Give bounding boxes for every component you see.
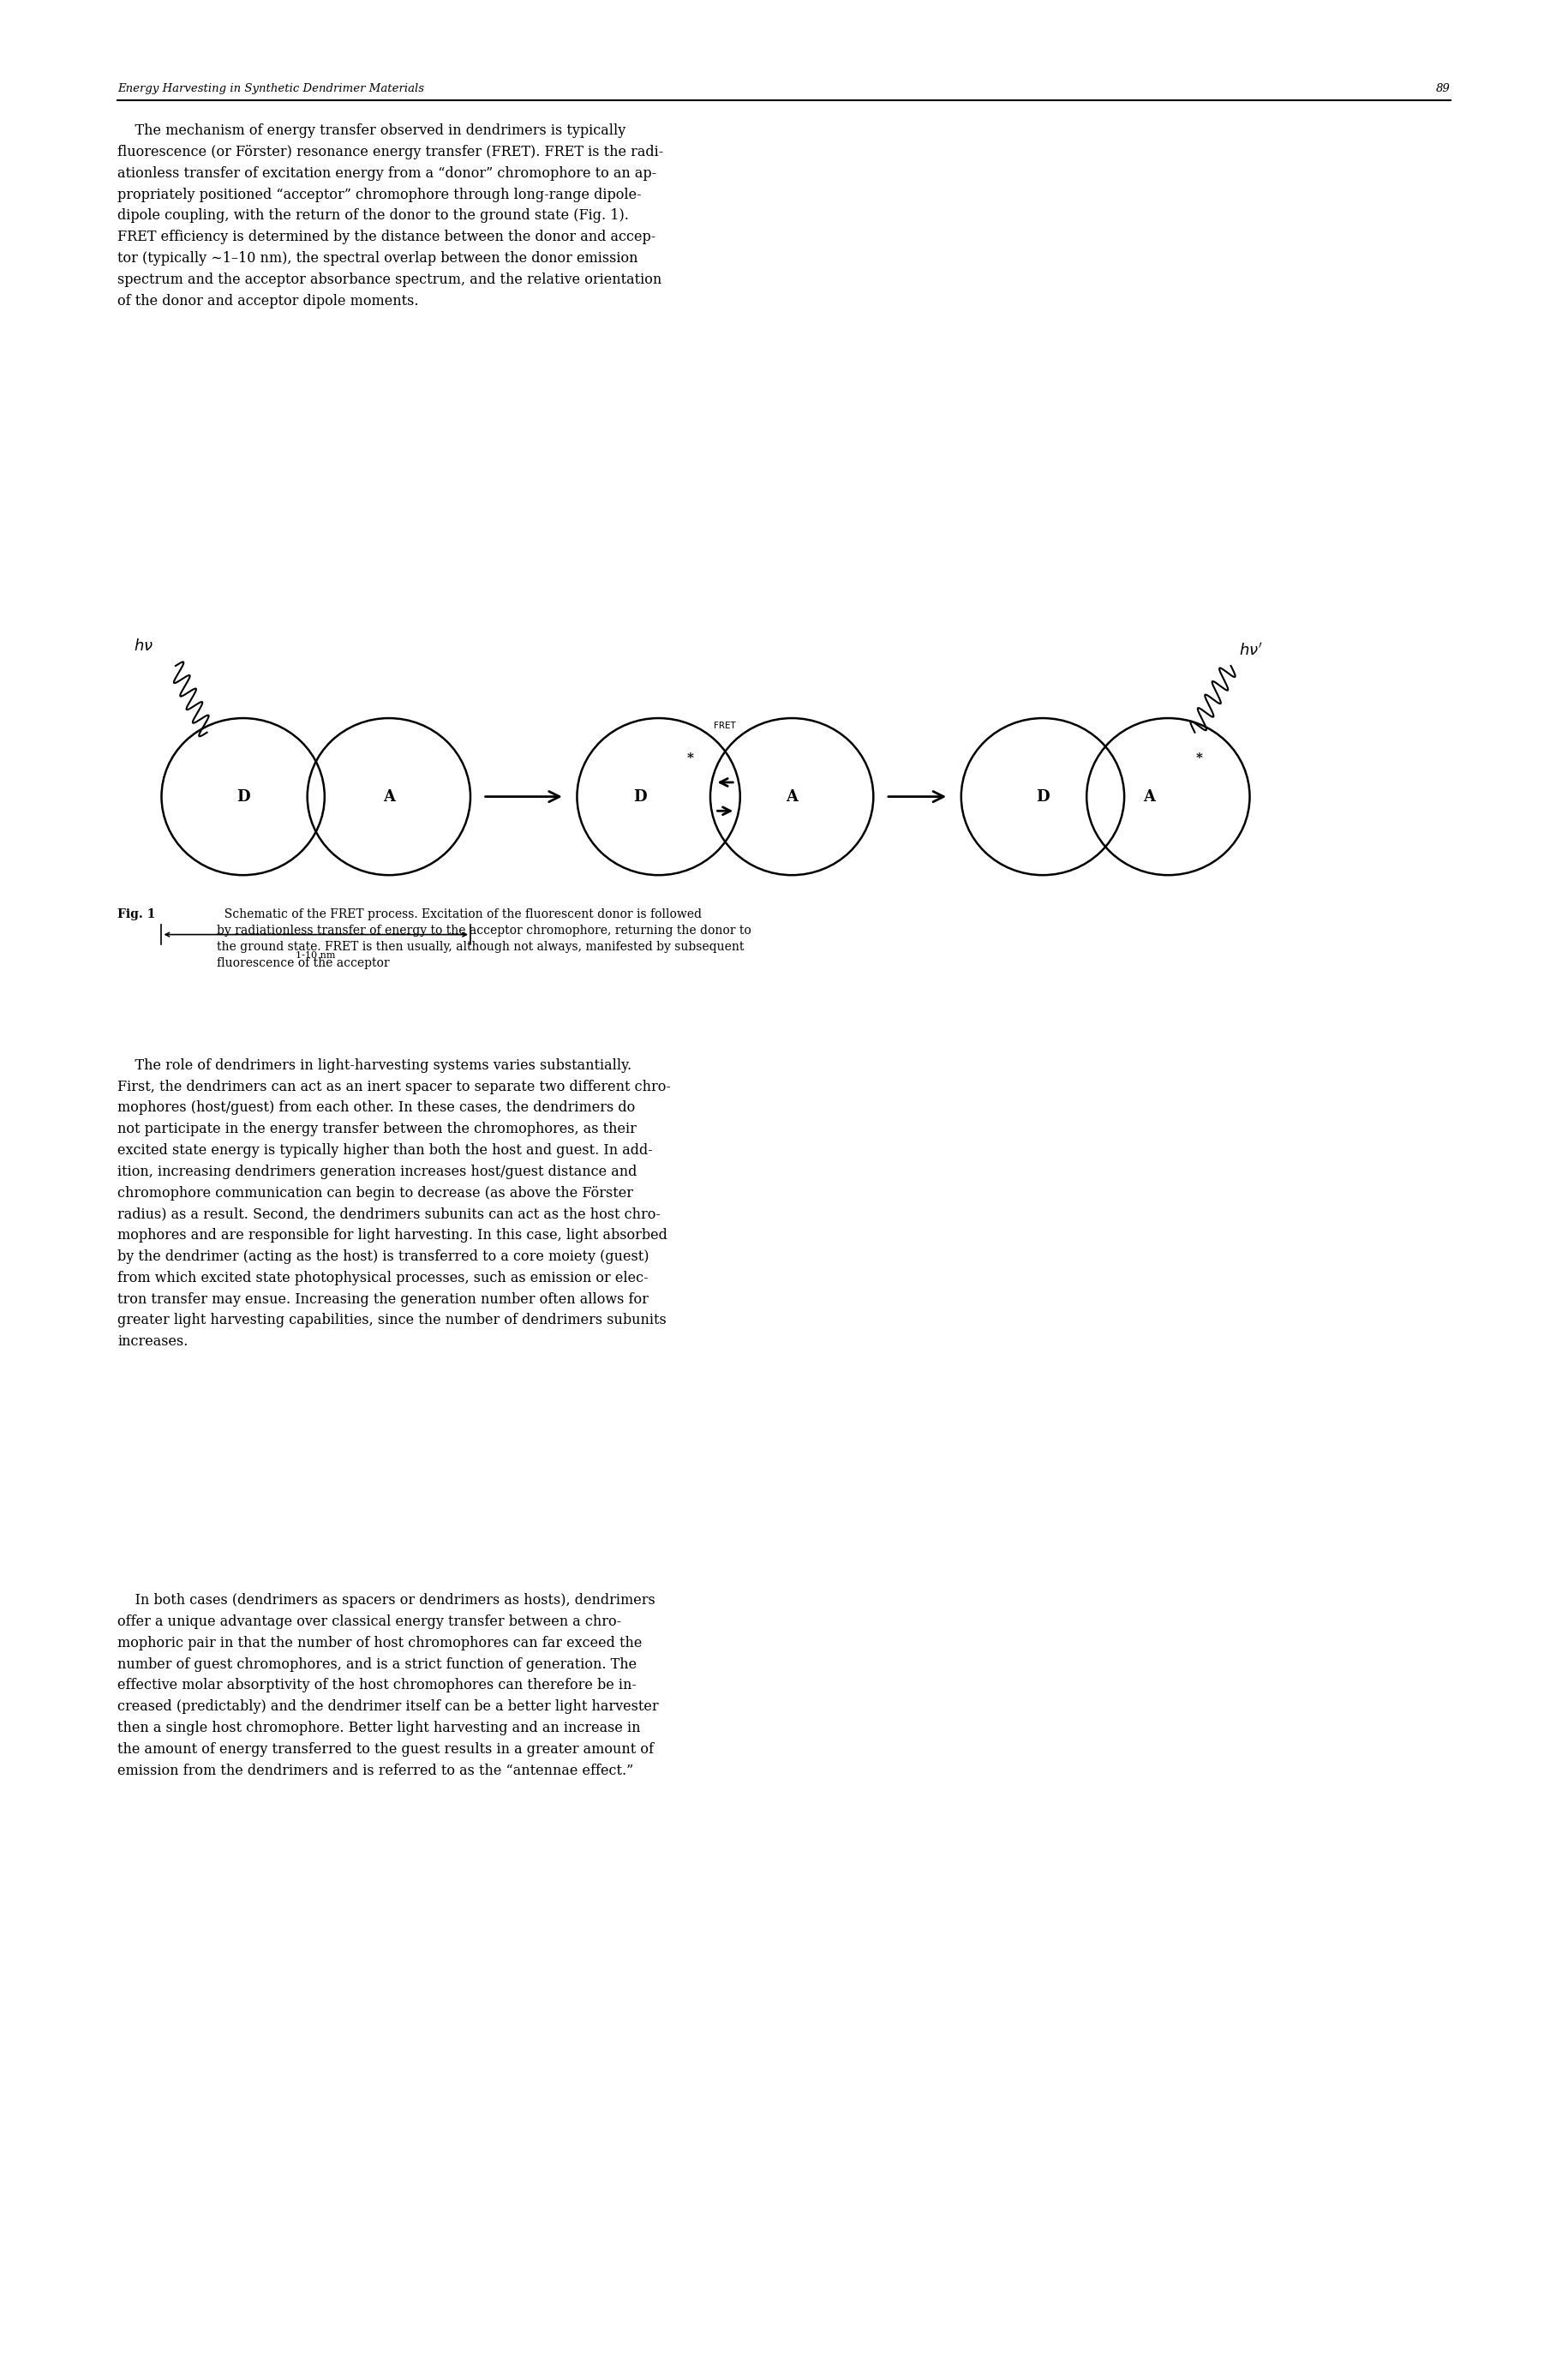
Text: *: * bbox=[1196, 751, 1203, 766]
Text: D: D bbox=[633, 789, 646, 804]
Text: 1-10 nm: 1-10 nm bbox=[296, 951, 336, 961]
Text: A: A bbox=[786, 789, 798, 804]
Text: Fig. 1: Fig. 1 bbox=[118, 908, 155, 920]
Text: *: * bbox=[687, 751, 693, 766]
Text: The role of dendrimers in light-harvesting systems varies substantially.
First, : The role of dendrimers in light-harvesti… bbox=[118, 1058, 671, 1348]
Text: D: D bbox=[237, 789, 249, 804]
Text: Energy Harvesting in Synthetic Dendrimer Materials: Energy Harvesting in Synthetic Dendrimer… bbox=[118, 83, 425, 95]
Text: Schematic of the FRET process. Excitation of the fluorescent donor is followed
b: Schematic of the FRET process. Excitatio… bbox=[216, 908, 751, 970]
Text: 89: 89 bbox=[1436, 83, 1450, 95]
Text: $h\nu'$: $h\nu'$ bbox=[1239, 642, 1262, 659]
Text: FRET: FRET bbox=[713, 721, 737, 730]
Text: In both cases (dendrimers as spacers or dendrimers as hosts), dendrimers
offer a: In both cases (dendrimers as spacers or … bbox=[118, 1593, 659, 1779]
Text: The mechanism of energy transfer observed in dendrimers is typically
fluorescenc: The mechanism of energy transfer observe… bbox=[118, 124, 663, 309]
Text: A: A bbox=[383, 789, 395, 804]
Text: $h\nu$: $h\nu$ bbox=[133, 640, 154, 654]
Text: D: D bbox=[1036, 789, 1049, 804]
Text: A: A bbox=[1143, 789, 1156, 804]
